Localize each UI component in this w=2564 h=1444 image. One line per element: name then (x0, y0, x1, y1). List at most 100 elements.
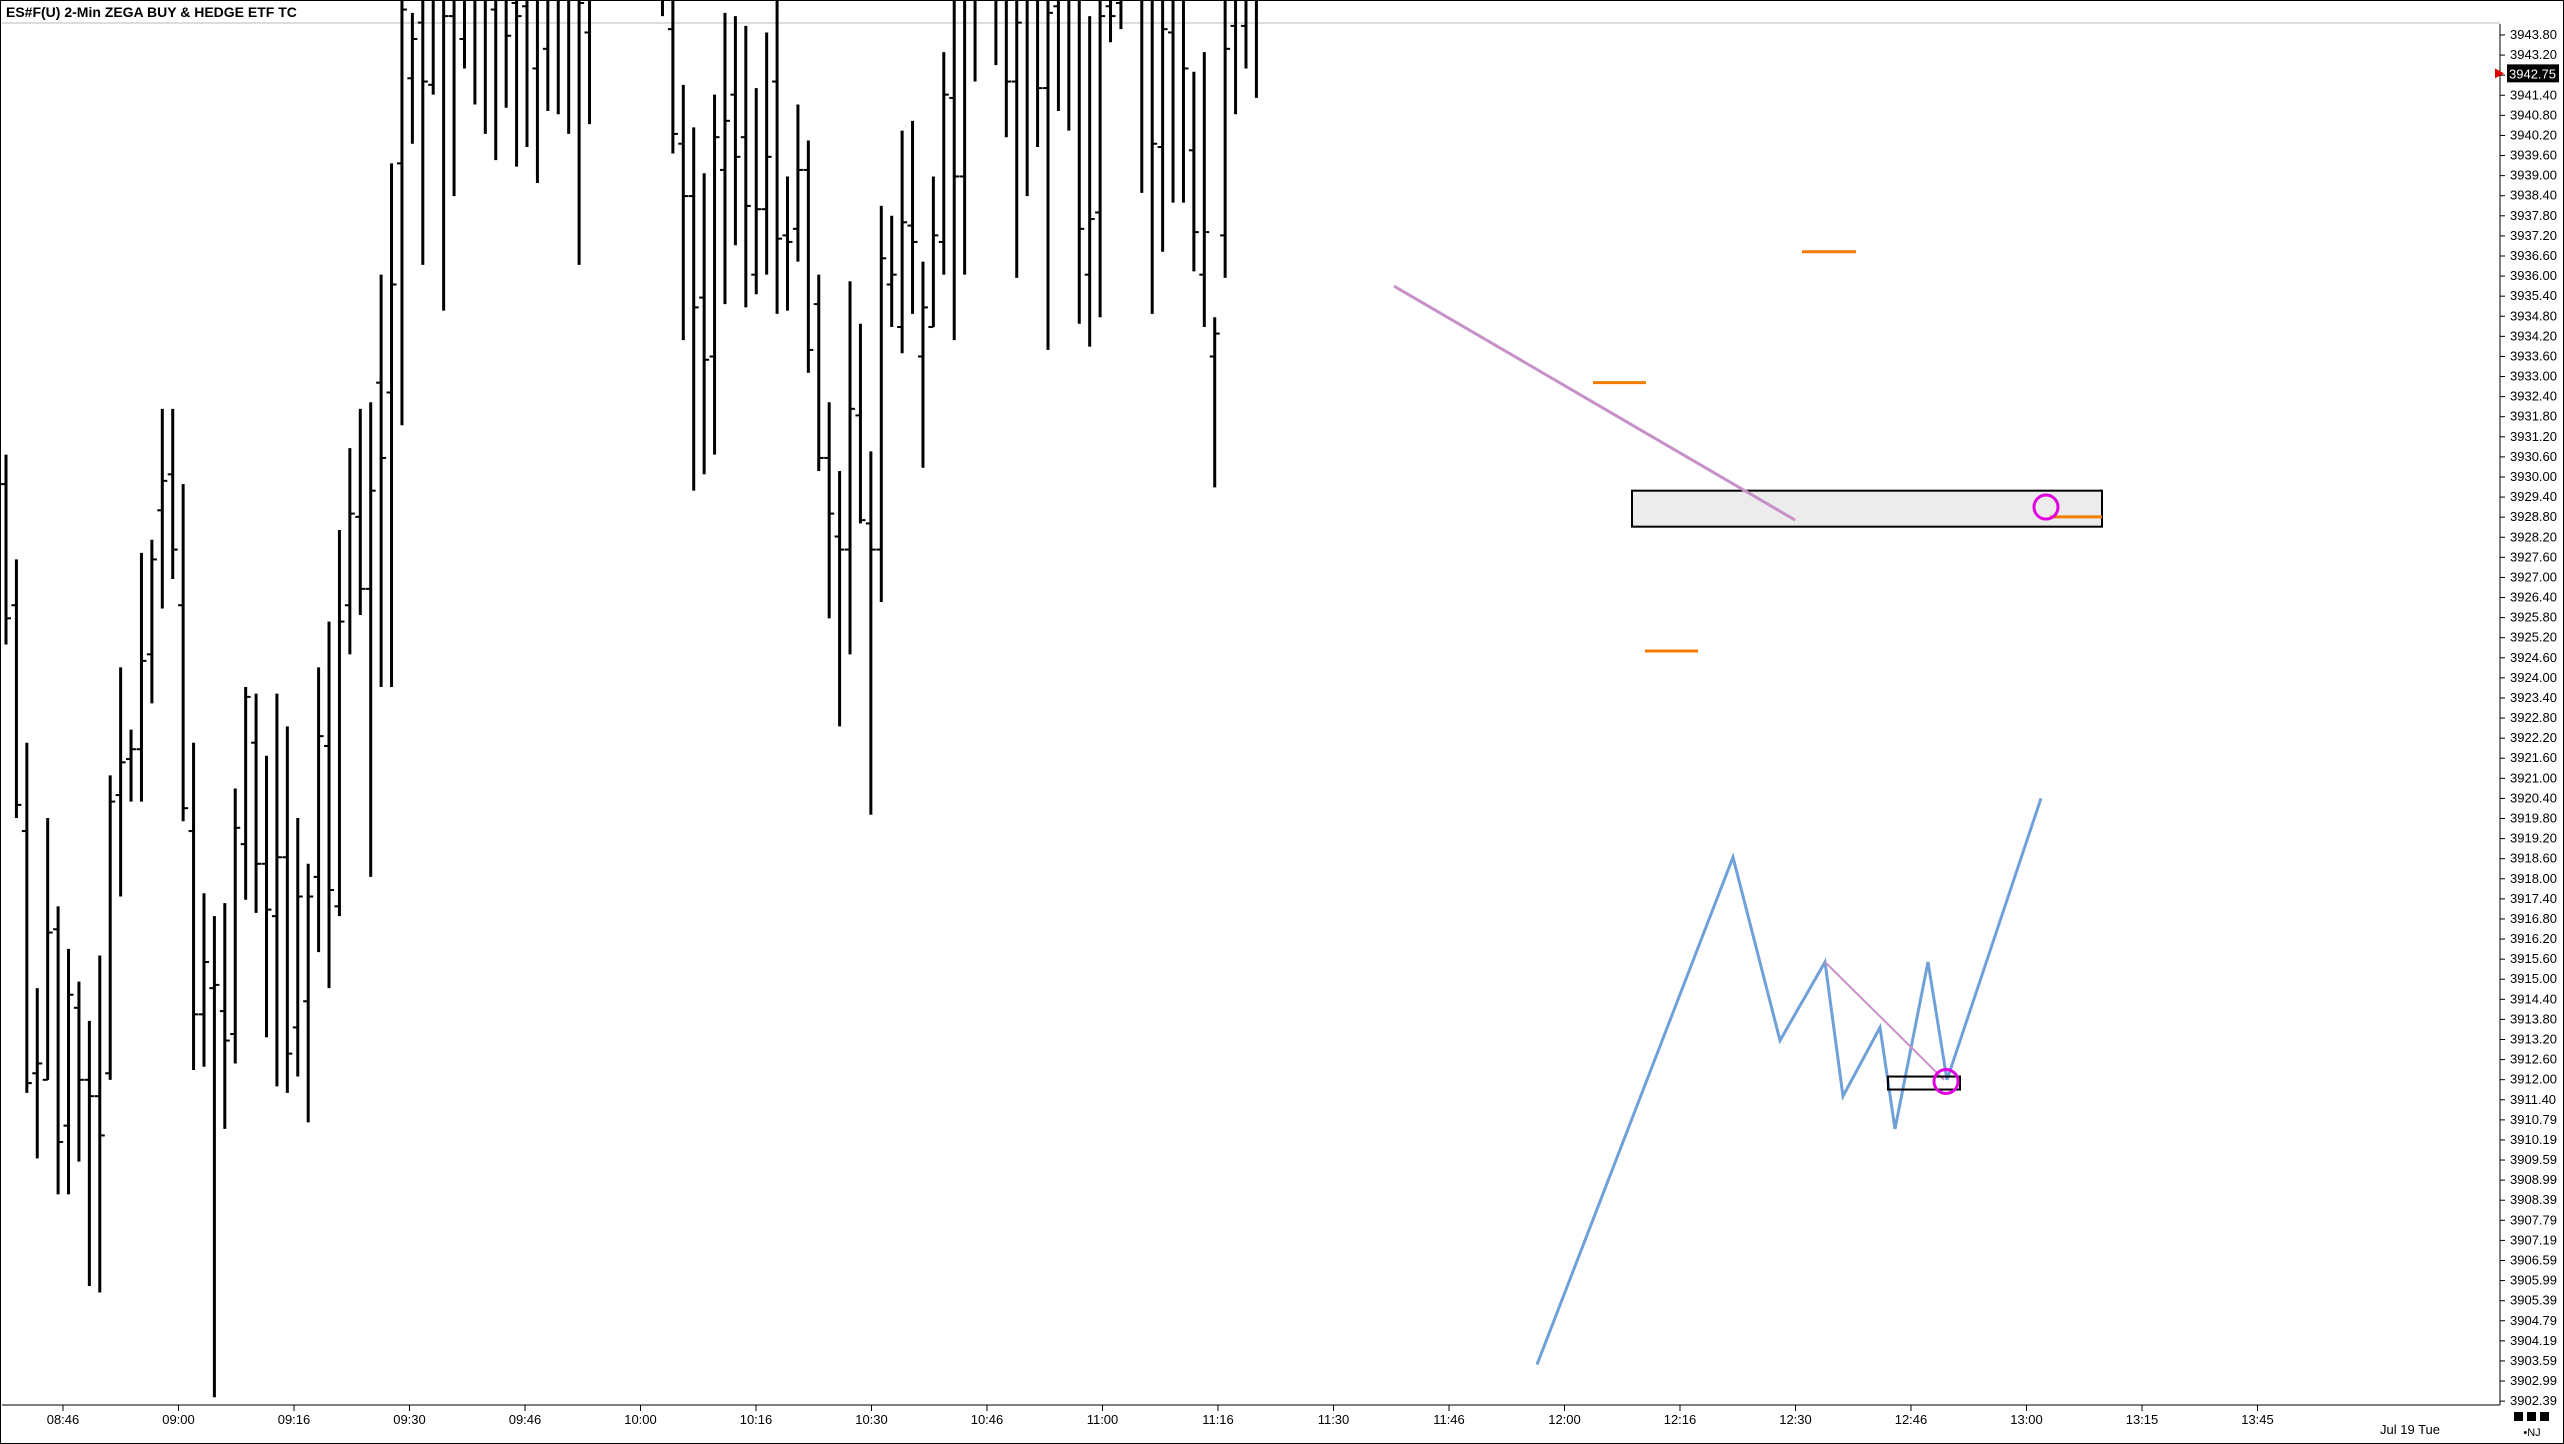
corner-widget[interactable]: •NJ (2514, 1412, 2549, 1439)
ohlc-bar[interactable] (1251, 0, 1261, 98)
ohlc-bar[interactable] (532, 0, 542, 184)
ohlc-bar[interactable] (1188, 71, 1199, 272)
ohlc-bar[interactable] (751, 88, 762, 295)
ohlc-bar[interactable] (63, 948, 74, 1195)
ohlc-bar[interactable] (845, 281, 856, 655)
ohlc-bar[interactable] (667, 0, 678, 154)
ohlc-bar[interactable] (84, 1020, 95, 1287)
ohlc-bar[interactable] (574, 0, 585, 265)
ohlc-bar[interactable] (459, 0, 469, 69)
ohlc-bar[interactable] (355, 408, 366, 616)
ohlc-bar[interactable] (678, 84, 689, 341)
ohlc-bar[interactable] (1209, 317, 1220, 488)
ohlc-bar[interactable] (480, 0, 490, 134)
highlight-circle[interactable] (2032, 493, 2060, 521)
ohlc-bar[interactable] (792, 104, 803, 262)
ohlc-bar[interactable] (501, 0, 512, 108)
ohlc-bar[interactable] (1105, 0, 1116, 43)
ohlc-bar[interactable] (365, 402, 376, 877)
ohlc-bar[interactable] (261, 755, 272, 1038)
ohlc-bar[interactable] (94, 955, 105, 1293)
ohlc-bar[interactable] (490, 0, 501, 161)
ohlc-bar[interactable] (1220, 0, 1231, 278)
ohlc-bar[interactable] (834, 471, 845, 727)
ohlc-bar[interactable] (198, 893, 209, 1067)
ohlc-bar[interactable] (522, 0, 532, 148)
ohlc-bar[interactable] (386, 163, 397, 688)
ohlc-bar[interactable] (282, 726, 293, 1093)
ohlc-bar[interactable] (303, 863, 314, 1123)
time-axis[interactable]: 08:46 09:00 09:16 09:30 09:46 10:00 10:16 10:30… (47, 1405, 2274, 1427)
ohlc-bar[interactable] (719, 12, 730, 305)
ohlc-bar[interactable] (178, 484, 189, 822)
price-axis[interactable]: 3943.803943.203942.003941.403940.803940.… (2495, 27, 2559, 1408)
ohlc-bar[interactable] (115, 667, 126, 897)
ohlc-bar[interactable] (1168, 0, 1178, 203)
ohlc-bar[interactable] (1230, 0, 1241, 115)
ohlc-bar[interactable] (105, 775, 116, 1080)
ohlc-bar[interactable] (772, 0, 783, 314)
ohlc-bar[interactable] (824, 402, 835, 619)
ohlc-bar[interactable] (970, 0, 980, 82)
ohlc-bar[interactable] (1053, 0, 1063, 112)
ohlc-bar[interactable] (584, 0, 595, 125)
ohlc-bar[interactable] (230, 788, 241, 1064)
ohlc-bar[interactable] (417, 0, 428, 265)
ohlc-bar[interactable] (167, 408, 178, 580)
ohlc-bar[interactable] (334, 529, 345, 917)
ohlc-bar[interactable] (219, 903, 230, 1129)
ohlc-bar[interactable] (1115, 0, 1126, 30)
ohlc-bar[interactable] (1064, 0, 1074, 131)
ohlc-bar[interactable] (897, 130, 908, 354)
ohlc-bar[interactable] (865, 451, 876, 815)
ohlc-bar[interactable] (42, 817, 53, 1081)
ohlc-bar[interactable] (876, 205, 887, 602)
ohlc-bar[interactable] (928, 176, 939, 329)
ohlc-bar[interactable] (1011, 0, 1022, 278)
ohlc-bar[interactable] (313, 667, 324, 953)
ohlc-bar[interactable] (907, 120, 918, 314)
ohlc-bar[interactable] (407, 12, 418, 144)
ohlc-bar[interactable] (21, 742, 32, 1093)
ohlc-bar[interactable] (449, 0, 459, 197)
ohlc-bar[interactable] (439, 0, 449, 311)
ohlc-bar[interactable] (855, 323, 866, 524)
ohlc-bar[interactable] (1199, 52, 1210, 328)
ohlc-bar[interactable] (136, 552, 147, 802)
ohlc-bar[interactable] (428, 0, 438, 95)
ohlc-bar[interactable] (251, 693, 262, 913)
ohlc-bar[interactable] (917, 261, 928, 468)
ohlc-bar[interactable] (240, 687, 251, 900)
ohlc-bar[interactable] (271, 693, 282, 1087)
ohlc-bar[interactable] (959, 0, 970, 275)
ohlc-bar[interactable] (740, 25, 751, 308)
ohlc-bar[interactable] (1043, 0, 1053, 350)
ohlc-bar[interactable] (1033, 0, 1043, 148)
ohlc-bar[interactable] (1084, 16, 1095, 347)
trendline[interactable] (1393, 284, 1796, 522)
ohlc-bar[interactable] (11, 559, 22, 818)
plot-area[interactable] (1, 0, 2103, 1398)
ohlc-bar[interactable] (1, 454, 11, 645)
ohlc-bar[interactable] (324, 621, 335, 989)
ohlc-bar[interactable] (1240, 0, 1251, 69)
ohlc-bar[interactable] (709, 94, 720, 455)
ohlc-bar[interactable] (73, 981, 84, 1162)
ohlc-bar[interactable] (1074, 0, 1085, 324)
ohlc-bar[interactable] (938, 52, 949, 275)
ohlc-bar[interactable] (1137, 0, 1147, 193)
ohlc-bar[interactable] (470, 0, 480, 105)
consolidation-zone[interactable] (1631, 489, 2103, 528)
ohlc-bar[interactable] (396, 0, 407, 426)
ohlc-bar[interactable] (542, 0, 553, 112)
ohlc-bar[interactable] (53, 906, 64, 1195)
ohlc-bar[interactable] (803, 140, 814, 373)
ohlc-bar[interactable] (813, 274, 824, 472)
ohlc-bar[interactable] (1157, 0, 1168, 252)
ohlc-bar[interactable] (553, 0, 563, 115)
ohlc-bar[interactable] (761, 32, 772, 275)
ohlc-bar[interactable] (292, 817, 303, 1077)
ohlc-bar[interactable] (344, 448, 355, 655)
ohlc-bar[interactable] (1178, 0, 1189, 203)
ohlc-bar[interactable] (32, 988, 43, 1159)
